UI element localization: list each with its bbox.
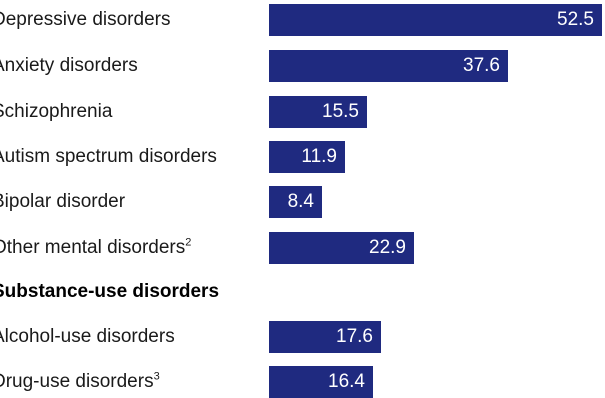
footnote-marker: 2 (185, 236, 192, 249)
category-label: Alcohol-use disorders (0, 321, 259, 353)
category-name: Alcohol-use disorders (0, 326, 175, 347)
category-label-text: Anxiety disorders (0, 50, 138, 82)
category-label: Other mental disorders2 (0, 232, 259, 264)
category-label: Anxiety disorders (0, 50, 259, 82)
category-name: Anxiety disorders (0, 55, 138, 76)
bar-value-label: 37.6 (463, 55, 500, 76)
bar: 11.9 (269, 141, 345, 173)
category-label-text: Schizophrenia (0, 96, 112, 128)
section-heading-text: Substance-use disorders (0, 281, 220, 302)
section-heading: Substance-use disorders (0, 276, 260, 308)
bar-value-label: 15.5 (322, 101, 359, 122)
bar: 15.5 (269, 96, 367, 128)
bar-value-label: 22.9 (369, 237, 406, 258)
category-label-text: Depressive disorders (0, 4, 170, 36)
category-name: Bipolar disorder (0, 191, 126, 212)
bar: 37.6 (269, 50, 508, 82)
category-label: Depressive disorders (0, 4, 259, 36)
bar-value-label: 8.4 (287, 191, 314, 212)
bar-value-label: 16.4 (328, 371, 365, 392)
category-name: Schizophrenia (0, 101, 113, 122)
category-label: Bipolar disorder (0, 186, 259, 218)
bar-value-label: 52.5 (557, 9, 594, 30)
bar: 16.4 (269, 366, 373, 398)
category-label-text: Other mental disorders2 (0, 232, 191, 264)
bar: 52.5 (269, 4, 602, 36)
category-label-text: Bipolar disorder (0, 186, 125, 218)
category-label: Schizophrenia (0, 96, 259, 128)
category-name: Other mental disorders (0, 237, 186, 258)
category-name: Autism spectrum disorders (0, 146, 217, 167)
bar-value-label: 17.6 (336, 326, 373, 347)
category-name: Depressive disorders (0, 9, 171, 30)
category-label-text: Autism spectrum disorders (0, 141, 217, 173)
category-label-text: Drug-use disorders3 (0, 366, 160, 398)
bar: 17.6 (269, 321, 381, 353)
category-name: Drug-use disorders (0, 371, 154, 392)
footnote-marker: 3 (153, 370, 160, 383)
category-label: Drug-use disorders3 (0, 366, 259, 398)
bar-value-label: 11.9 (301, 146, 337, 167)
bar: 8.4 (269, 186, 322, 218)
category-label-text: Alcohol-use disorders (0, 321, 175, 353)
bar: 22.9 (269, 232, 414, 264)
category-label: Autism spectrum disorders (0, 141, 259, 173)
